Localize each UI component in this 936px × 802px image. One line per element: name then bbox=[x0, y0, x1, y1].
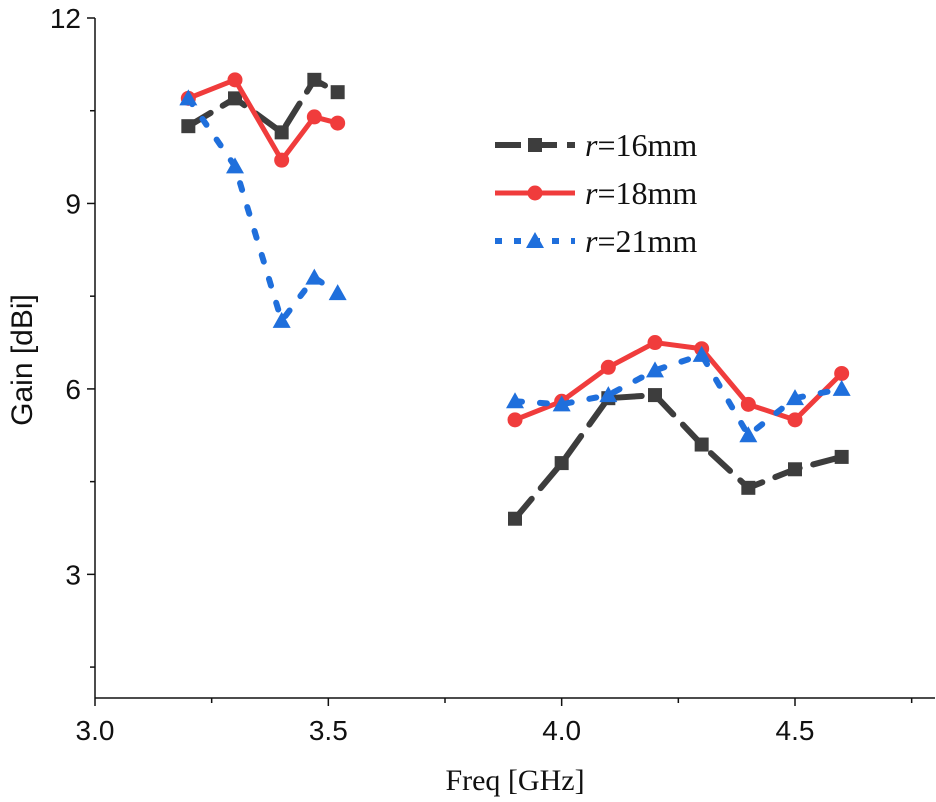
data-point-square bbox=[834, 449, 849, 464]
legend-label: r=21mm bbox=[585, 223, 697, 259]
data-point-circle bbox=[274, 152, 290, 168]
data-point-square bbox=[228, 91, 242, 106]
data-point-circle bbox=[740, 396, 756, 412]
data-point-square bbox=[788, 462, 802, 477]
data-point-circle bbox=[227, 72, 243, 88]
series-line bbox=[512, 340, 845, 423]
data-point-triangle bbox=[506, 392, 524, 409]
y-tick-label: 9 bbox=[65, 188, 81, 219]
data-point-square bbox=[741, 480, 756, 495]
y-tick-label: 12 bbox=[50, 3, 81, 34]
data-point-square bbox=[694, 437, 709, 452]
legend-value: =18mm bbox=[597, 175, 697, 211]
data-point-circle bbox=[330, 115, 346, 131]
legend-var: r bbox=[585, 223, 598, 259]
legend-label: r=16mm bbox=[585, 127, 697, 163]
legend-var: r bbox=[585, 175, 598, 211]
legend-label: r=18mm bbox=[585, 175, 697, 211]
data-point-square bbox=[307, 72, 322, 87]
data-point-triangle bbox=[272, 311, 291, 328]
data-point-circle bbox=[527, 185, 543, 201]
plot-area bbox=[179, 72, 851, 526]
series-line bbox=[512, 351, 845, 439]
data-point-square bbox=[528, 138, 542, 152]
data-point-triangle bbox=[526, 232, 544, 248]
data-point-triangle bbox=[832, 379, 851, 396]
x-tick-label: 3.5 bbox=[309, 715, 348, 746]
data-point-triangle bbox=[179, 89, 198, 106]
data-point-triangle bbox=[226, 157, 244, 174]
data-point-circle bbox=[600, 359, 616, 375]
x-axis-label: Freq [GHz] bbox=[445, 764, 584, 797]
series-r-16mm bbox=[181, 72, 849, 526]
x-tick-label: 4.5 bbox=[776, 715, 815, 746]
data-point-triangle bbox=[328, 284, 347, 301]
legend-var: r bbox=[585, 127, 598, 163]
data-point-square bbox=[274, 125, 289, 140]
data-point-circle bbox=[834, 365, 850, 381]
series-line bbox=[512, 392, 845, 522]
y-axis-label: Gain [dBi] bbox=[6, 294, 39, 426]
data-point-square bbox=[181, 119, 196, 134]
y-tick-label: 3 bbox=[65, 559, 81, 590]
y-tick-label: 6 bbox=[65, 374, 81, 405]
x-tick-label: 3.0 bbox=[76, 715, 115, 746]
data-point-triangle bbox=[305, 268, 324, 285]
data-point-triangle bbox=[552, 395, 571, 412]
data-point-square bbox=[330, 85, 345, 100]
legend-value: =16mm bbox=[597, 127, 697, 163]
data-point-triangle bbox=[646, 361, 664, 378]
data-point-circle bbox=[507, 412, 523, 428]
data-point-triangle bbox=[739, 426, 758, 443]
data-point-triangle bbox=[692, 345, 711, 362]
data-point-circle bbox=[787, 412, 803, 428]
series-r-21mm bbox=[179, 89, 851, 443]
data-point-triangle bbox=[599, 386, 618, 403]
data-point-square bbox=[554, 456, 569, 471]
data-point-square bbox=[648, 388, 662, 403]
series-line bbox=[185, 76, 341, 136]
axes: 3.0 3.5 4.0 4.5 3 6 9 12 bbox=[50, 3, 935, 746]
legend-value: =21mm bbox=[597, 223, 697, 259]
data-point-triangle bbox=[786, 389, 804, 406]
data-point-circle bbox=[306, 109, 322, 125]
x-tick-label: 4.0 bbox=[542, 715, 581, 746]
data-point-square bbox=[508, 511, 522, 526]
data-point-circle bbox=[647, 335, 663, 351]
